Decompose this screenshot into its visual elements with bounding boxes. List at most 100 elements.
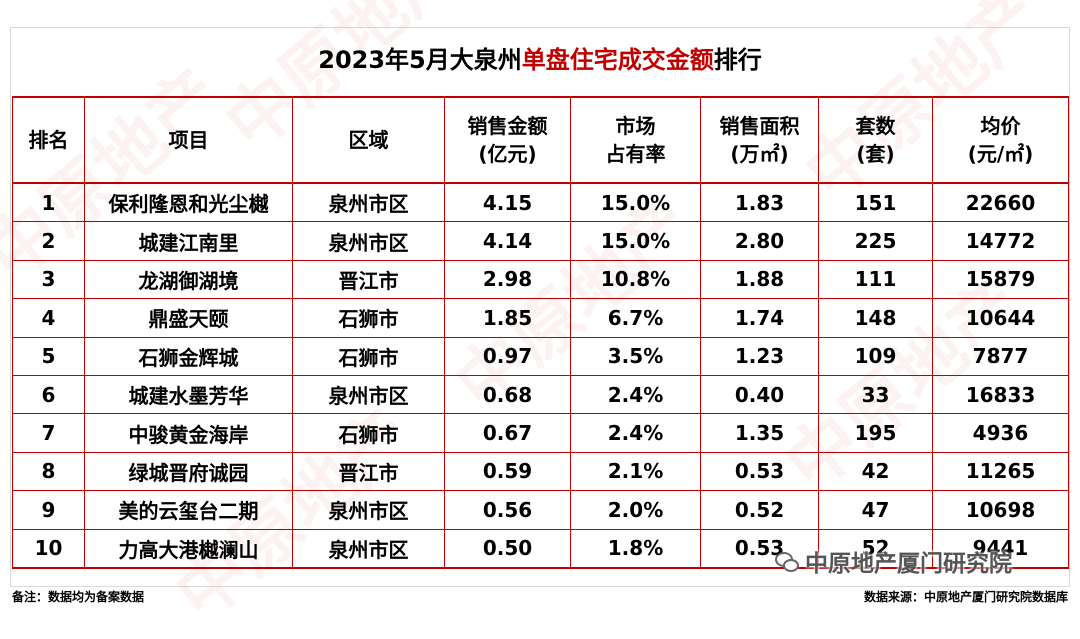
table-row: 3 龙湖御湖境 晋江市 2.98 10.8% 1.88 111 15879 [12,260,1069,300]
cell-project: 石狮金辉城 [84,337,293,376]
report-frame [10,27,1070,587]
cell-rank: 3 [12,260,85,300]
cell-area: 石狮市 [292,337,445,376]
cell-share: 3.5% [570,337,701,376]
page-title: 2023年5月大泉州单盘住宅成交金额排行 [10,40,1070,80]
cell-rank: 1 [12,183,85,223]
cell-rank: 4 [12,298,85,338]
cell-sqm: 1.88 [700,260,819,300]
cell-units: 195 [818,413,933,453]
table-row: 7 中骏黄金海岸 石狮市 0.67 2.4% 1.35 195 4936 [12,413,1069,453]
cell-project: 美的云玺台二期 [84,490,293,530]
cell-price: 22660 [932,183,1069,223]
cell-area: 石狮市 [292,413,445,453]
cell-rank: 7 [12,413,85,453]
title-highlight: 单盘住宅成交金额 [521,46,714,74]
cell-area: 泉州市区 [292,183,445,223]
cell-units: 148 [818,298,933,338]
cell-sqm: 1.83 [700,183,819,223]
cell-price: 4936 [932,413,1069,453]
cell-project: 城建江南里 [84,221,293,261]
cell-project: 保利隆恩和光尘樾 [84,183,293,223]
cell-rank: 10 [12,529,85,569]
cell-amount: 4.15 [444,183,571,223]
cell-amount: 1.85 [444,298,571,338]
cell-units: 109 [818,337,933,376]
ranking-table: 排名 项目 区域 销售金额 (亿元) 市场 占有率 销售面积 (万㎡) 套数 (套) 均… [12,96,1069,569]
cell-units: 33 [818,375,933,415]
title-suffix: 排行 [713,46,762,74]
cell-rank: 9 [12,490,85,530]
cell-units: 111 [818,260,933,300]
wechat-label: 中原地产厦门研究院 [805,551,1012,577]
cell-price: 10644 [932,298,1069,338]
header-share: 市场 占有率 [570,96,701,184]
cell-price: 9441 [932,529,1069,569]
cell-sqm: 0.53 [700,529,819,569]
cell-rank: 5 [12,337,85,376]
cell-share: 15.0% [570,221,701,261]
table-row: 1 保利隆恩和光尘樾 泉州市区 4.15 15.0% 1.83 151 22660 [12,183,1069,223]
header-rank: 排名 [12,96,85,184]
cell-project: 中骏黄金海岸 [84,413,293,453]
wechat-icon [775,551,799,572]
cell-sqm: 2.80 [700,221,819,261]
table-row: 8 绿城晋府诚园 晋江市 0.59 2.1% 0.53 42 11265 [12,452,1069,492]
footer-source: 数据来源：中原地产厦门研究院数据库 [863,590,1068,604]
header-amount: 销售金额 (亿元) [444,96,571,184]
cell-amount: 0.68 [444,375,571,415]
cell-amount: 2.98 [444,260,571,300]
header-units: 套数 (套) [818,96,933,184]
cell-units: 42 [818,452,933,492]
cell-area: 泉州市区 [292,375,445,415]
cell-area: 晋江市 [292,260,445,300]
table-row: 6 城建水墨芳华 泉州市区 0.68 2.4% 0.40 33 16833 [12,375,1069,415]
table-row: 2 城建江南里 泉州市区 4.14 15.0% 2.80 225 14772 [12,221,1069,261]
cell-amount: 0.67 [444,413,571,453]
cell-amount: 4.14 [444,221,571,261]
cell-amount: 0.97 [444,337,571,376]
cell-share: 1.8% [570,529,701,569]
cell-rank: 2 [12,221,85,261]
cell-price: 14772 [932,221,1069,261]
cell-area: 泉州市区 [292,221,445,261]
table-header-row: 排名 项目 区域 销售金额 (亿元) 市场 占有率 销售面积 (万㎡) 套数 (套) 均… [12,96,1069,184]
table-row: 9 美的云玺台二期 泉州市区 0.56 2.0% 0.52 47 10698 [12,490,1069,530]
cell-share: 2.4% [570,413,701,453]
cell-sqm: 0.53 [700,452,819,492]
cell-price: 11265 [932,452,1069,492]
cell-price: 16833 [932,375,1069,415]
cell-price: 10698 [932,490,1069,530]
cell-area: 晋江市 [292,452,445,492]
cell-share: 10.8% [570,260,701,300]
cell-sqm: 0.52 [700,490,819,530]
cell-project: 力高大港樾澜山 [84,529,293,569]
cell-area: 石狮市 [292,298,445,338]
header-price: 均价 (元/㎡) [932,96,1069,184]
cell-share: 2.1% [570,452,701,492]
cell-project: 鼎盛天颐 [84,298,293,338]
title-prefix: 2023年5月大泉州 [318,46,522,74]
cell-project: 绿城晋府诚园 [84,452,293,492]
cell-sqm: 1.74 [700,298,819,338]
cell-amount: 0.56 [444,490,571,530]
cell-amount: 0.59 [444,452,571,492]
wechat-badge: 中原地产厦门研究院 [775,544,1012,578]
cell-share: 2.4% [570,375,701,415]
cell-price: 7877 [932,337,1069,376]
cell-project: 城建水墨芳华 [84,375,293,415]
footer-note: 备注：数据均为备案数据 [12,590,145,604]
cell-price: 15879 [932,260,1069,300]
cell-project: 龙湖御湖境 [84,260,293,300]
header-sqm: 销售面积 (万㎡) [700,96,819,184]
cell-area: 泉州市区 [292,529,445,569]
cell-rank: 8 [12,452,85,492]
cell-sqm: 1.35 [700,413,819,453]
cell-share: 15.0% [570,183,701,223]
cell-rank: 6 [12,375,85,415]
cell-area: 泉州市区 [292,490,445,530]
cell-sqm: 1.23 [700,337,819,376]
header-area: 区域 [292,96,445,184]
table-row: 4 鼎盛天颐 石狮市 1.85 6.7% 1.74 148 10644 [12,298,1069,338]
cell-units: 52 [818,529,933,569]
